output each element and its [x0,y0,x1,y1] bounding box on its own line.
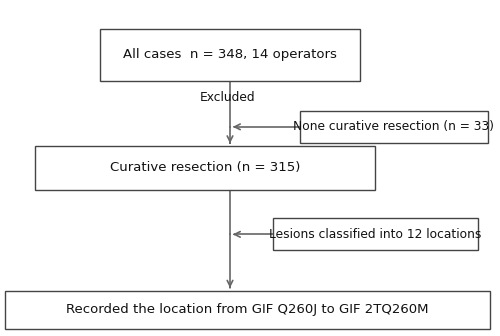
FancyBboxPatch shape [100,29,360,81]
Text: Curative resection (n = 315): Curative resection (n = 315) [110,162,300,174]
Text: All cases  n = 348, 14 operators: All cases n = 348, 14 operators [123,48,337,61]
Text: None curative resection (n = 33): None curative resection (n = 33) [293,120,494,133]
Text: Excluded: Excluded [200,90,256,103]
FancyBboxPatch shape [272,218,478,250]
FancyBboxPatch shape [35,146,375,190]
FancyBboxPatch shape [300,111,488,143]
FancyBboxPatch shape [5,291,490,329]
Text: Recorded the location from GIF Q260J to GIF 2TQ260M: Recorded the location from GIF Q260J to … [66,303,429,317]
Text: Lesions classified into 12 locations: Lesions classified into 12 locations [269,228,481,241]
